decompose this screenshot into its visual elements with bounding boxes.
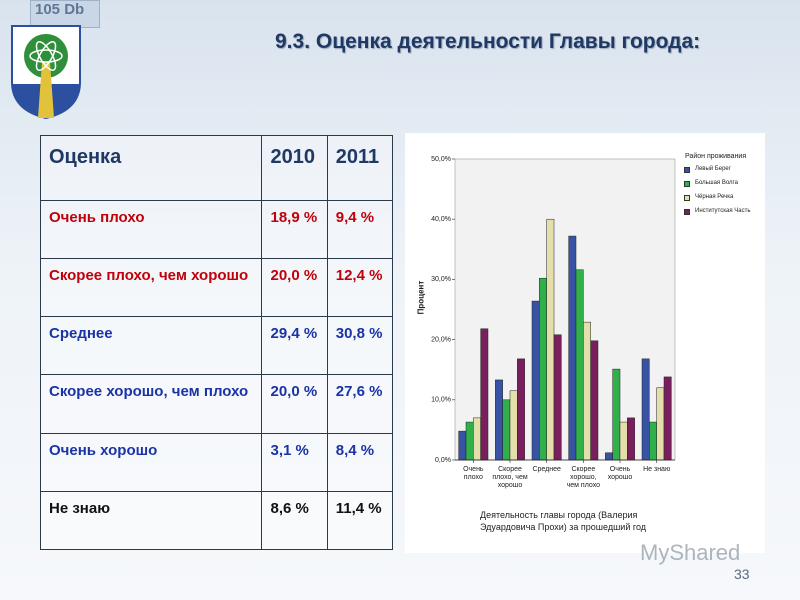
table-cell: 11,4 % — [326, 490, 394, 551]
chart: 0,0% 10,0% 20,0% 30,0% 40,0% 50,0% Процент Де… — [405, 133, 765, 553]
table-row: Очень хорошо 3,1 % 8,4 % — [39, 432, 394, 492]
table-cell: 20,0 % — [261, 258, 328, 318]
table-header-row: Оценка 2010 2011 — [39, 135, 394, 201]
page-number: 33 — [734, 566, 750, 582]
bar — [531, 300, 540, 461]
table-cell: 9,4 % — [326, 199, 394, 260]
y-tick-label: 30,0% — [431, 276, 451, 283]
table-cell: Среднее — [39, 316, 263, 376]
bar — [627, 417, 635, 461]
table-cell: Очень плохо — [39, 199, 263, 260]
legend-label: Институтская Часть — [695, 208, 751, 214]
bar — [656, 387, 665, 461]
plot-area — [454, 158, 676, 461]
table-cell: 30,8 % — [326, 316, 394, 376]
legend-label: Левый Берег — [695, 166, 731, 172]
table-cell: Очень хорошо — [39, 432, 263, 492]
bar — [509, 390, 518, 461]
bar — [495, 379, 503, 461]
table-cell: 27,6 % — [326, 374, 394, 434]
table-cell: 20,0 % — [261, 374, 328, 434]
y-axis-label: Процент — [416, 280, 426, 315]
table-row: Скорее хорошо, чем плохо 20,0 % 27,6 % — [39, 374, 394, 434]
bar — [480, 328, 489, 461]
bar — [458, 430, 467, 461]
bar — [546, 218, 555, 461]
watermark: MyShared — [640, 540, 741, 565]
bar — [502, 399, 511, 461]
legend-label: Чёрная Речка — [695, 194, 734, 200]
chart-svg: 0,0% 10,0% 20,0% 30,0% 40,0% 50,0% — [431, 156, 676, 464]
x-tick-label: Очень плохо — [463, 466, 484, 481]
bar — [663, 376, 672, 461]
y-tick-label: 0,0% — [435, 457, 451, 464]
legend-swatch — [684, 195, 690, 201]
x-axis-label: Деятельность главы города (Валерия Эдуар… — [480, 510, 647, 532]
table-cell: 8,6 % — [261, 490, 328, 551]
header-cell: 2011 — [326, 135, 394, 201]
bar — [575, 269, 584, 461]
bar — [605, 452, 613, 461]
x-tick-label: Очень хорошо — [607, 466, 633, 481]
table-cell: Скорее плохо, чем хорошо — [39, 258, 263, 318]
bar — [641, 358, 650, 461]
table-cell: 8,4 % — [326, 432, 394, 492]
bar — [649, 421, 657, 461]
table-cell: 3,1 % — [261, 432, 328, 492]
y-tick-label: 40,0% — [431, 216, 451, 223]
table-row: Скорее плохо, чем хорошо 20,0 % 12,4 % — [39, 258, 394, 318]
y-tick-label: 10,0% — [431, 397, 451, 404]
badge: 105 Db — [30, 0, 100, 28]
table-row: Не знаю 8,6 % 11,4 % — [39, 490, 394, 551]
legend-swatch — [684, 209, 690, 215]
x-tick-label: Не знаю — [643, 466, 671, 473]
bar — [568, 235, 577, 461]
bar — [583, 321, 591, 461]
table-cell: Не знаю — [39, 490, 263, 551]
table-cell: 29,4 % — [261, 316, 328, 376]
header-cell: Оценка — [39, 135, 263, 201]
y-tick-label: 20,0% — [431, 336, 451, 343]
bar — [619, 421, 628, 461]
legend-title: Район проживания — [685, 153, 747, 160]
header-cell: 2010 — [261, 135, 328, 201]
bar — [473, 417, 481, 461]
bar — [465, 421, 474, 461]
bar — [517, 358, 525, 461]
bar — [590, 340, 599, 461]
table-row: Среднее 29,4 % 30,8 % — [39, 316, 394, 376]
table-cell: 12,4 % — [326, 258, 394, 318]
logo — [11, 25, 81, 120]
bar — [553, 334, 562, 461]
table-cell: 18,9 % — [261, 199, 328, 260]
legend-swatch — [684, 181, 690, 187]
x-tick-label: Скорее хорошо, чем плохо — [566, 466, 601, 489]
bar — [539, 277, 547, 461]
table-cell: Скорее хорошо, чем плохо — [39, 374, 263, 434]
bar — [612, 368, 621, 461]
x-tick-label: Скорее плохо, чем хорошо — [492, 466, 528, 489]
table-row: Очень плохо 18,9 % 9,4 % — [39, 199, 394, 260]
legend-label: Большая Волга — [695, 180, 738, 186]
rating-table: Оценка 2010 2011 Очень плохо 18,9 % 9,4 % Скор… — [39, 135, 394, 551]
slide-title: 9.3. Оценка деятельности Главы города: — [275, 30, 701, 53]
x-tick-label: Среднее — [532, 466, 561, 473]
y-tick-label: 50,0% — [431, 156, 451, 163]
legend-swatch — [684, 167, 690, 173]
